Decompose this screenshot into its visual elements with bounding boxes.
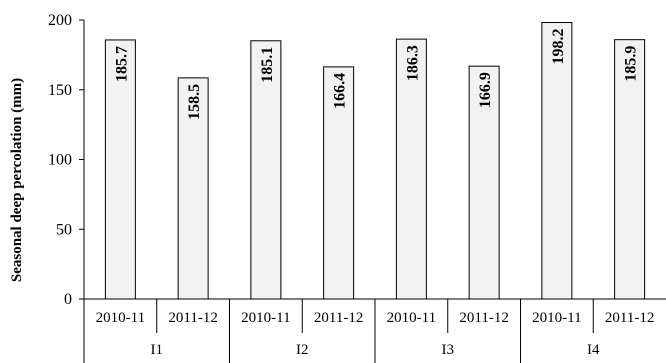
- bar: [395, 38, 427, 300]
- bar: [323, 66, 355, 300]
- bar: [614, 39, 646, 300]
- y-axis: 0 50 100 150 200: [48, 12, 85, 308]
- x-category-label: 2011-12: [459, 310, 508, 326]
- x-group-label: I3: [442, 342, 455, 358]
- data-label: 186.3: [404, 45, 421, 81]
- data-label: 198.2: [550, 29, 567, 65]
- x-category-label: 2010-11: [387, 310, 436, 326]
- bar: [541, 22, 573, 300]
- data-label: 185.1: [259, 47, 276, 83]
- y-tick-label: 150: [48, 82, 72, 99]
- x-group-label: I2: [296, 342, 309, 358]
- y-tick-label: 100: [48, 152, 72, 169]
- bar: [468, 65, 500, 300]
- x-category-label: 2011-12: [168, 310, 217, 326]
- x-category-label: 2011-12: [605, 310, 654, 326]
- y-tick-label: 200: [48, 12, 72, 29]
- data-label: 185.7: [113, 46, 130, 82]
- data-label: 158.5: [186, 84, 203, 120]
- x-group-label: I1: [151, 342, 164, 358]
- data-label: 166.4: [332, 73, 349, 109]
- x-category-label: 2010-11: [532, 310, 581, 326]
- y-axis-title: Seasonal deep percolation (mm): [9, 78, 25, 282]
- bar: [177, 77, 209, 300]
- x-group-label: I4: [587, 342, 600, 358]
- bars: [104, 22, 646, 300]
- bar: [250, 40, 282, 300]
- x-category-label: 2010-11: [96, 310, 145, 326]
- data-label: 166.9: [477, 72, 494, 108]
- y-tick-label: 50: [56, 221, 72, 238]
- data-label: 185.9: [623, 46, 640, 82]
- x-category-label: 2010-11: [241, 310, 290, 326]
- y-tick-label: 0: [64, 291, 72, 308]
- x-category-label: 2011-12: [314, 310, 363, 326]
- data-labels: 185.7 158.5 185.1 166.4 186.3 166.9 198.2 185.9: [113, 29, 639, 120]
